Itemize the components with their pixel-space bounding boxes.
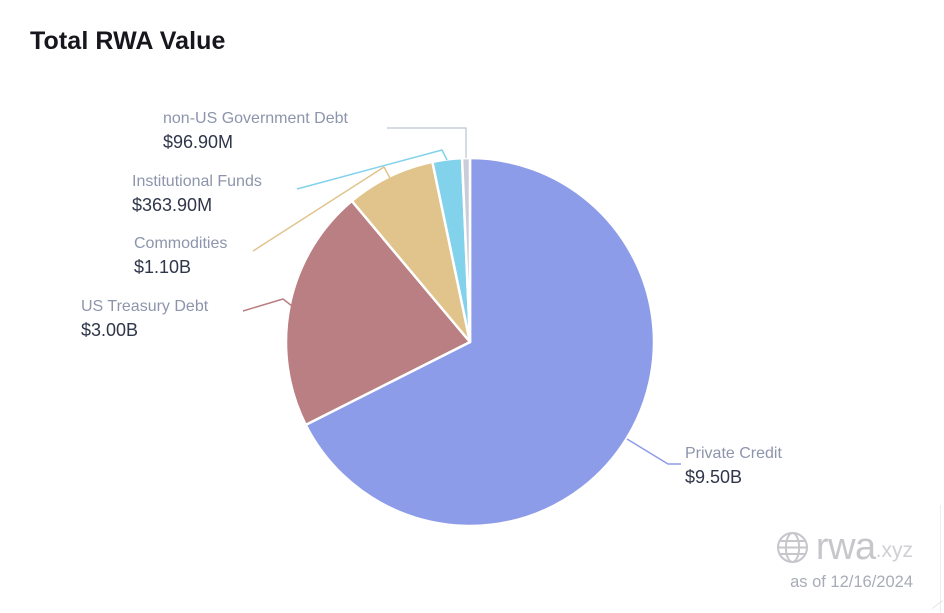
slice-name: non-US Government Debt [163,110,348,127]
pie-slice-private-credit[interactable] [304,156,656,528]
slice-name: Institutional Funds [132,173,262,190]
leader-line-private-credit [626,438,681,465]
slice-value: $9.50B [685,467,743,487]
slice-name: US Treasury Debt [81,298,209,315]
globe-icon [776,531,808,563]
watermark-suffix: .xyz [875,539,913,562]
leader-line-non-us-government-debt [387,127,467,158]
watermark: rwa .xyz as of 12/16/2024 [776,528,913,592]
slice-value: $3.00B [81,320,139,340]
slice-value: $1.10B [134,257,192,277]
slice-name: Commodities [134,235,228,252]
slice-label-non-us-government-debt: non-US Government Debt $96.90M [163,107,348,154]
slice-value: $363.90M [132,195,213,215]
page-title: Total RWA Value [30,27,226,55]
slice-label-commodities: Commodities $1.10B [134,232,227,279]
as-of-date: as of 12/16/2024 [790,573,913,591]
leader-line-commodities [252,166,391,252]
leader-line-institutional-funds [296,149,448,190]
slice-label-private-credit: Private Credit $9.50B [685,442,782,489]
right-edge-border [940,505,941,613]
slice-name: Private Credit [685,445,782,462]
slice-label-institutional-funds: Institutional Funds $363.90M [132,170,262,217]
slice-value: $96.90M [163,132,234,152]
pie-slice-non-us-government-debt[interactable] [460,156,472,344]
leader-line-us-treasury-debt [242,298,293,312]
watermark-brand: rwa [815,526,876,568]
slice-label-us-treasury-debt: US Treasury Debt $3.00B [81,295,208,342]
